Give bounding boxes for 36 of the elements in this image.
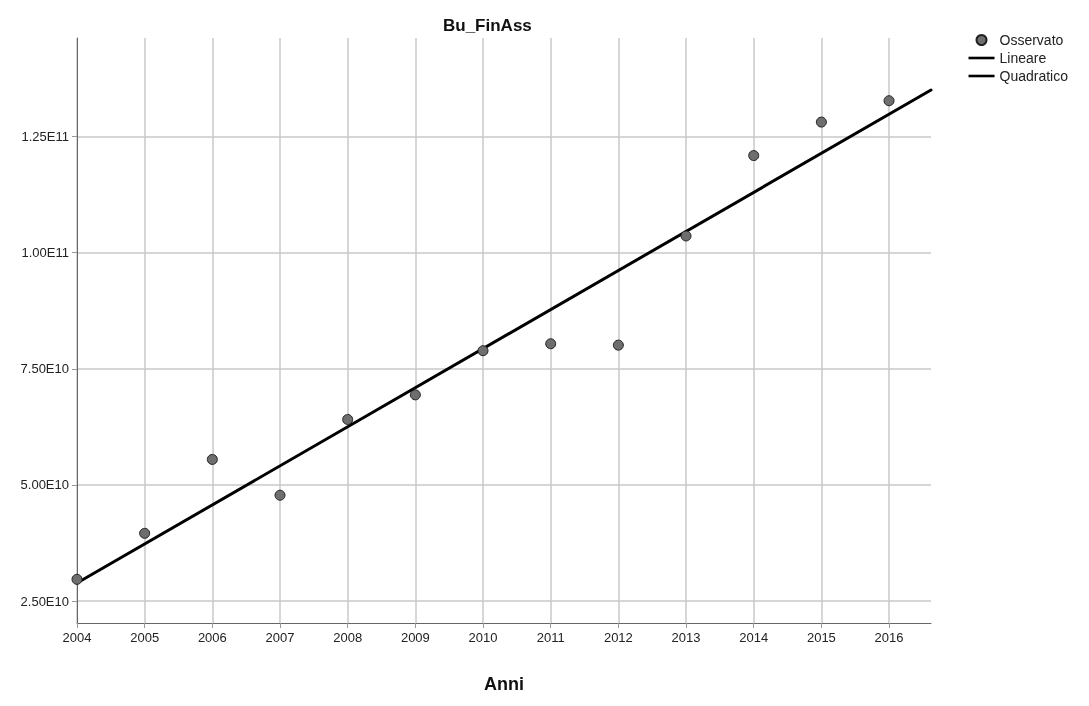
x-tick-label: 2011 [536, 630, 565, 645]
legend-label: Osservato [999, 32, 1064, 48]
x-tick-label: 2007 [265, 630, 295, 645]
point [612, 339, 624, 351]
x-tick-label: 2009 [400, 630, 430, 645]
point [342, 413, 354, 425]
y-tick-label: 2.50E10 [20, 593, 69, 609]
x-tick-label: 2006 [197, 630, 227, 645]
x-tick-label: 2013 [671, 630, 701, 645]
y-tick-label: 1.25E11 [21, 129, 69, 145]
y-tick-label: 1.00E11 [21, 245, 69, 261]
point [883, 95, 895, 107]
x-tick-label: 2010 [468, 630, 498, 645]
y-tick-label: 7.50E10 [20, 361, 69, 377]
point [680, 230, 692, 242]
x-tick-label: 2012 [603, 630, 633, 645]
x-tick-label: 2005 [130, 630, 160, 645]
point [748, 150, 760, 162]
x-tick-label: 2004 [62, 630, 92, 645]
point [206, 453, 218, 465]
point [139, 527, 151, 539]
point [545, 338, 557, 350]
x-tick-label: 2008 [333, 630, 363, 645]
legend-label: Lineare [999, 50, 1047, 66]
x-tick-label: 2016 [874, 630, 904, 645]
point [274, 489, 286, 501]
legend-label: Quadratico [999, 68, 1069, 84]
x-tick-label: 2015 [806, 630, 836, 645]
point [477, 345, 489, 357]
x-axis-title: Anni [484, 674, 524, 694]
chart-title: Bu_FinAss [443, 16, 532, 35]
point [815, 116, 827, 128]
point [71, 573, 83, 585]
point [409, 389, 421, 401]
x-tick-label: 2014 [739, 630, 769, 645]
y-tick-label: 5.00E10 [20, 477, 69, 493]
